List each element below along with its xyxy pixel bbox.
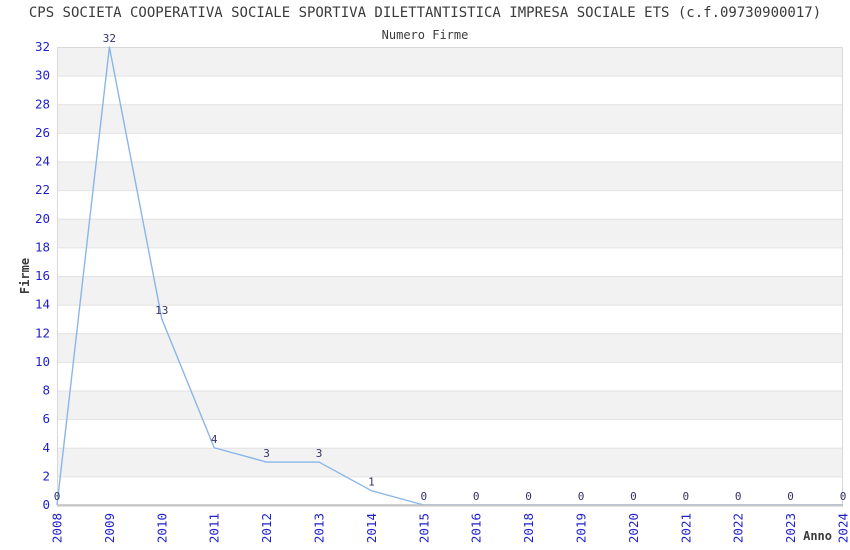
y-tick-label: 2 [42,468,50,483]
y-tick-label: 30 [35,68,50,83]
x-tick-label: 2020 [626,513,641,543]
y-tick-label: 14 [35,297,50,312]
data-point-label: 0 [54,490,61,503]
chart-main-title: CPS SOCIETA COOPERATIVA SOCIALE SPORTIVA… [28,5,822,21]
x-tick-label: 2008 [50,513,65,543]
y-tick-label: 6 [42,411,50,426]
x-tick-label: 2013 [312,513,327,543]
data-point-label: 4 [211,433,218,446]
y-tick-label: 0 [42,497,50,512]
x-tick-label: 2019 [574,513,589,543]
band-stripe [57,276,843,305]
data-point-label: 13 [155,304,168,317]
band-stripe [57,218,843,248]
y-tick-label: 16 [35,268,50,283]
background-bands [57,47,843,477]
data-point-label: 0 [578,490,585,503]
data-point-label: 0 [840,490,847,503]
data-point-label: 0 [525,490,532,503]
y-tick-label: 12 [35,325,50,340]
x-tick-label: 2011 [207,513,222,543]
data-point-label: 0 [682,490,689,503]
data-point-label: 0 [420,490,427,503]
y-tick-label: 4 [42,440,50,455]
x-tick-label: 2010 [154,513,169,543]
y-tick-label: 20 [35,211,50,226]
band-stripe [57,333,843,362]
x-tick-label: 2018 [521,513,536,543]
data-point-label: 3 [263,447,270,460]
x-tick-label: 2016 [469,513,484,543]
band-stripe [57,104,843,133]
y-tick-label: 24 [35,154,50,169]
y-tick-label: 18 [35,239,50,254]
data-point-label: 0 [735,490,742,503]
y-tick-label: 10 [35,354,50,369]
x-tick-label: 2022 [731,513,746,543]
data-point-label: 0 [787,490,794,503]
x-tick-label: 2021 [678,513,693,543]
band-stripe [57,390,843,420]
band-stripe [57,161,843,191]
band-stripe [57,47,843,76]
data-point-label: 1 [368,476,375,489]
data-point-label: 32 [103,32,116,45]
x-tick-label: 2012 [259,513,274,543]
y-tick-label: 32 [35,39,50,54]
data-labels: 0 32 13 4 3 3 1 0 0 0 0 0 0 0 0 0 [54,32,847,503]
x-tick-label: 2009 [102,513,117,543]
band-stripe [57,447,843,477]
y-tick-label: 28 [35,96,50,111]
data-point-label: 0 [473,490,480,503]
y-tick-label: 8 [42,383,50,398]
data-point-label: 0 [630,490,637,503]
chart-subtitle: Numero Firme [381,28,469,42]
x-tick-label: 2015 [416,513,431,543]
x-tick-label: 2024 [836,513,850,543]
x-tick-label: 2023 [783,513,798,543]
x-tick-label: 2014 [364,513,379,543]
data-point-label: 3 [316,447,323,460]
y-tick-label: 26 [35,125,50,140]
x-axis-ticks: 2008 2009 2010 2011 2012 2013 2014 2015 2016 2018… [50,513,850,543]
y-tick-label: 22 [35,182,50,197]
x-axis-title: Anno [803,529,832,543]
